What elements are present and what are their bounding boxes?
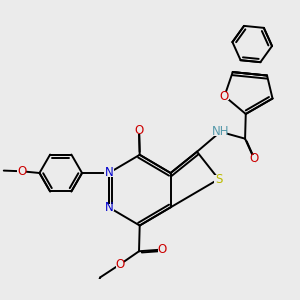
- Text: O: O: [220, 90, 229, 103]
- Bar: [104, 169, 114, 177]
- Text: N: N: [104, 201, 113, 214]
- Bar: [17, 167, 26, 175]
- Bar: [158, 246, 166, 253]
- Bar: [214, 176, 224, 183]
- Bar: [135, 126, 143, 134]
- Bar: [104, 203, 114, 211]
- Text: O: O: [158, 243, 167, 256]
- Text: O: O: [249, 152, 259, 165]
- Bar: [214, 128, 227, 136]
- Text: NH: NH: [212, 125, 229, 138]
- Bar: [220, 92, 229, 100]
- Text: O: O: [116, 258, 125, 271]
- Bar: [116, 261, 124, 268]
- Bar: [250, 155, 258, 162]
- Text: S: S: [215, 173, 222, 186]
- Text: O: O: [17, 165, 26, 178]
- Text: O: O: [134, 124, 144, 136]
- Text: N: N: [104, 167, 113, 179]
